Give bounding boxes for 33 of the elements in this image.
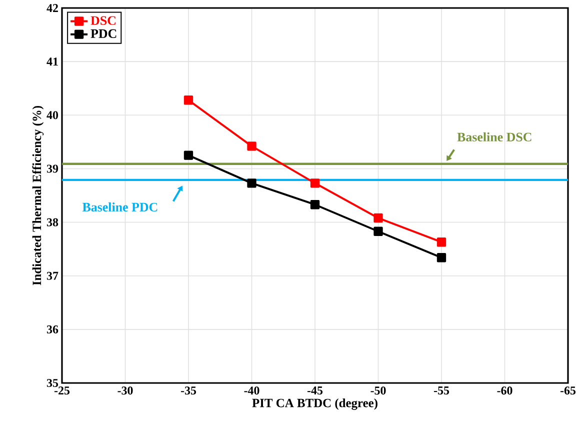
point: [374, 213, 383, 223]
point: [184, 150, 194, 160]
x-tick-label: -40: [244, 386, 260, 395]
point: [184, 96, 194, 105]
y-axis-title: Indicated Thermal Efficiency (%): [32, 106, 44, 286]
point: [374, 226, 383, 236]
y-tick-label: 37: [46, 272, 58, 280]
x-tick-label: -55: [434, 386, 450, 394]
point: [247, 142, 256, 151]
ref-line-label: Baseline PDC: [82, 202, 158, 212]
x-tick-label: -30: [118, 386, 133, 395]
y-tick-label: 35: [46, 378, 58, 388]
legend-label: DSC: [90, 16, 116, 25]
y-tick-label: 39: [46, 164, 58, 173]
point: [310, 178, 320, 188]
y-tick-label: 40: [46, 111, 58, 120]
y-tick-label: 38: [46, 218, 58, 226]
x-tick-label: -45: [307, 386, 323, 394]
legend-label: PDC: [90, 29, 116, 38]
x-axis-title: PIT CA BTDC (degree): [252, 398, 378, 410]
y-tick-label: 42: [46, 4, 58, 12]
y-tick-label: 36: [46, 325, 58, 334]
point: [247, 178, 256, 188]
x-tick-label: -35: [180, 386, 196, 395]
ref-line-label: Baseline DSC: [457, 132, 532, 142]
x-tick-label: -60: [497, 386, 512, 395]
x-tick-label: -50: [370, 386, 386, 395]
point: [436, 253, 446, 262]
y-tick-label: 41: [46, 58, 58, 66]
x-tick-label: -25: [54, 386, 70, 395]
x-tick-label: -65: [560, 386, 576, 395]
point: [310, 200, 320, 210]
point: [436, 238, 446, 247]
